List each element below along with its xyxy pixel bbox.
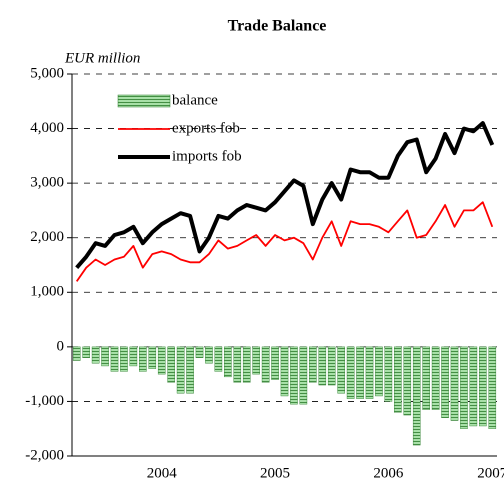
y-axis-label: EUR million [64,50,140,66]
bar [139,346,147,372]
x-tick-label: 2004 [147,465,178,481]
bar [488,346,497,429]
bar [431,346,440,410]
bar [479,346,487,427]
y-tick-label: 3,000 [30,175,64,191]
bar [214,346,223,372]
bar [91,346,100,364]
bar [394,346,402,413]
bar [205,346,213,364]
y-tick-label: 2,000 [30,229,64,245]
bar [299,346,308,405]
bar [101,346,109,367]
bar [261,346,270,383]
bar [318,346,327,386]
x-tick-label: 2006 [373,465,404,481]
bar [242,346,251,383]
bar [82,346,90,358]
x-tick-label: 2005 [260,465,290,481]
y-tick-label: 0 [57,338,65,354]
bar [167,346,175,383]
legend-label: imports fob [172,148,242,164]
legend-swatch [117,94,171,108]
bar [375,346,383,397]
bar [403,346,412,416]
y-tick-label: 4,000 [30,120,64,136]
bar [252,346,260,375]
bar [327,346,336,386]
bar [441,346,449,419]
bar [309,346,317,383]
bar [176,346,185,394]
y-tick-label: 1,000 [30,284,64,300]
bar [356,346,364,399]
bar [129,346,138,367]
legend-label: exports fob [172,120,240,136]
bar [157,346,166,375]
x-tick-label: 2007 [477,465,504,481]
y-tick-label: 5,000 [30,65,64,81]
bar [271,346,279,380]
bar [186,346,194,394]
bar [72,346,81,361]
bar [422,346,430,410]
line [75,121,495,270]
bar [469,346,478,427]
bar [337,346,345,394]
bar [120,346,128,372]
y-tick-label: -1,000 [25,393,64,409]
bar [110,346,119,372]
chart-title: Trade Balance [228,18,327,35]
y-tick-label: -2,000 [25,447,64,463]
bar [450,346,459,421]
bar [224,346,232,378]
bar [346,346,355,399]
bar [290,346,298,405]
bar [148,346,157,369]
bar [233,346,242,383]
bar [384,346,393,402]
bar [195,346,204,358]
legend-label: balance [172,92,218,108]
bar [365,346,374,399]
bar [412,346,421,446]
line [75,201,494,282]
bar [460,346,468,429]
bar [280,346,289,397]
